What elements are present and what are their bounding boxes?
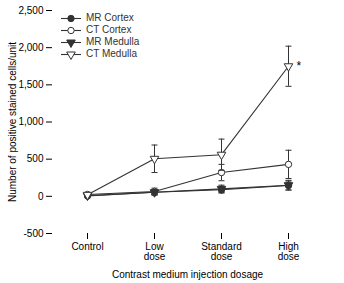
svg-text:Contrast medium injection dosa: Contrast medium injection dosage bbox=[112, 269, 264, 280]
html-text:CT Medulla: CT Medulla bbox=[86, 48, 137, 59]
svg-text:Highdose: Highdose bbox=[278, 241, 300, 262]
svg-text:0: 0 bbox=[38, 191, 44, 202]
svg-text:1,000: 1,000 bbox=[18, 116, 43, 127]
svg-text:Lowdose: Lowdose bbox=[144, 241, 166, 262]
html-text:CT Cortex: CT Cortex bbox=[86, 24, 132, 35]
svg-text:2,000: 2,000 bbox=[18, 42, 43, 53]
svg-text:Control: Control bbox=[71, 241, 103, 252]
svg-text:2,500: 2,500 bbox=[18, 5, 43, 16]
svg-text:500: 500 bbox=[27, 153, 44, 164]
html-text:MR Cortex: MR Cortex bbox=[86, 12, 134, 23]
svg-text:Number of positive stained cel: Number of positive stained cells/unit bbox=[7, 42, 18, 202]
svg-text:1,500: 1,500 bbox=[18, 79, 43, 90]
svg-text:-500: -500 bbox=[23, 228, 43, 239]
svg-text:*: * bbox=[297, 59, 302, 73]
html-text:MR Medulla: MR Medulla bbox=[86, 36, 140, 47]
svg-text:Standarddose: Standarddose bbox=[201, 241, 242, 262]
